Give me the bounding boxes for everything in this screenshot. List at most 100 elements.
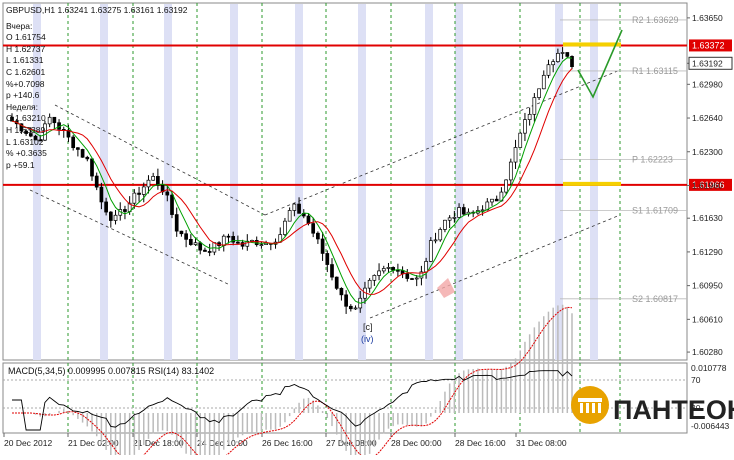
candle-body — [353, 307, 358, 310]
candle-body — [203, 249, 207, 252]
candle-body — [104, 201, 108, 213]
candle-body — [24, 130, 28, 134]
candle-body — [76, 147, 80, 150]
candle-body — [386, 267, 391, 269]
indicator-panel: 0.010778 70 30 -0.006443 — [3, 304, 730, 460]
candle-body — [231, 236, 236, 243]
candle-body — [174, 214, 179, 232]
week-pips: p +59.1 — [6, 159, 35, 170]
candle-body — [198, 242, 203, 251]
channel-line — [264, 69, 621, 216]
candle-body — [518, 132, 523, 148]
session-band — [555, 4, 563, 360]
candle-body — [546, 64, 551, 76]
red-level-value: 1.63372 — [692, 40, 725, 50]
yesterday-title: Вчера: — [6, 20, 33, 31]
candle-body — [438, 229, 443, 241]
candle-body — [156, 176, 160, 186]
candle-body — [226, 235, 231, 238]
pivot-label: R1 1.63115 — [632, 66, 678, 76]
candle-body — [330, 264, 334, 278]
slow-ma-line — [11, 68, 573, 295]
wave-labels: [c] (iv) — [361, 322, 374, 344]
candle-body — [504, 179, 508, 193]
time-tick-label: 24 Dec 10:00 — [197, 438, 248, 448]
candle-body — [377, 270, 381, 276]
candle-body — [367, 279, 372, 289]
candle-body — [99, 186, 104, 203]
crossover-marker — [437, 278, 455, 298]
week-high: H 1.63389 — [6, 124, 46, 135]
candle-body — [80, 149, 85, 158]
candle-body — [428, 240, 433, 262]
candle-body — [264, 243, 268, 245]
candle-body — [137, 192, 141, 195]
candle-body — [33, 135, 38, 141]
candle-body — [141, 186, 146, 195]
week-open: O 1.63210 — [6, 113, 46, 124]
yesterday-open: O 1.61754 — [6, 32, 46, 43]
candle-body — [193, 242, 198, 245]
price-tick-label: 1.61630 — [692, 213, 723, 223]
candle-body — [123, 209, 127, 212]
yesterday-high: H 1.62737 — [6, 43, 46, 54]
time-tick-label: 21 Dec 18:00 — [133, 438, 184, 448]
time-tick-label: 26 Dec 16:00 — [262, 438, 313, 448]
candle-body — [146, 179, 151, 188]
forecast — [437, 29, 623, 298]
moving-averages — [11, 57, 573, 304]
candle-body — [71, 136, 76, 149]
candle-body — [339, 287, 344, 296]
candle-body — [113, 214, 118, 221]
candle-body — [556, 52, 560, 62]
candle-body — [132, 192, 137, 204]
candle-body — [179, 230, 184, 235]
price-tick-label: 1.63650 — [692, 13, 723, 23]
candle-body — [325, 253, 330, 265]
candle-body — [494, 198, 499, 202]
price-axis: 1.63650 1.63192 1.62980 1.62640 1.62300 1.619… — [687, 13, 733, 357]
candle-body — [508, 161, 513, 181]
red-level-value: 1.61966 — [692, 180, 725, 190]
pivot-levels: R2 1.63629 R1 1.63115 P 1.62223 S1 1.61709 S… — [560, 15, 687, 304]
wave-label-iv: (iv) — [361, 334, 374, 344]
candle-body — [151, 176, 156, 181]
candle-body — [165, 191, 170, 196]
session-band — [425, 4, 433, 360]
candle-body — [292, 203, 297, 211]
yesterday-close: C 1.62601 — [6, 66, 46, 77]
indicator-axis-label: 0.010778 — [691, 363, 727, 373]
time-axis: 20 Dec 2012 21 Dec 02:00 21 Dec 18:00 24 De… — [3, 433, 567, 448]
candle-body — [108, 211, 113, 221]
candle-body — [372, 275, 377, 281]
price-tick-label: 1.60280 — [692, 347, 723, 357]
red-levels: 1.63372 1.61966 — [3, 39, 732, 191]
time-tick-label: 31 Dec 08:00 — [516, 438, 567, 448]
price-tick-label: 1.63192 — [692, 58, 723, 68]
session-band — [295, 4, 303, 360]
candle-body — [85, 156, 90, 160]
candle-body — [527, 113, 532, 120]
candle-body — [532, 97, 537, 115]
candle-body — [410, 278, 414, 280]
pivot-label: S1 1.61709 — [632, 205, 678, 215]
candle-body — [348, 305, 353, 310]
candle-body — [221, 235, 226, 246]
session-band — [33, 4, 41, 360]
price-tick-label: 1.61960 — [692, 180, 723, 190]
candle-body — [306, 215, 311, 224]
week-low: L 1.63102 — [6, 136, 44, 147]
candle-body — [480, 209, 485, 212]
indicator-axis-label: 30 — [691, 403, 701, 413]
candle-body — [405, 273, 410, 279]
time-tick-label: 20 Dec 2012 — [4, 438, 52, 448]
price-tick-label: 1.62640 — [692, 113, 723, 123]
symbol-line: GBPUSD,H1 1.63241 1.63275 1.63161 1.6319… — [6, 5, 188, 15]
logo-text: ПАНТЕОН — [613, 395, 734, 425]
time-tick-label: 28 Dec 00:00 — [391, 438, 442, 448]
candle-body — [10, 116, 14, 122]
candle-body — [490, 198, 494, 203]
candle-body — [513, 147, 518, 163]
week-title: Неделя: — [6, 101, 39, 112]
